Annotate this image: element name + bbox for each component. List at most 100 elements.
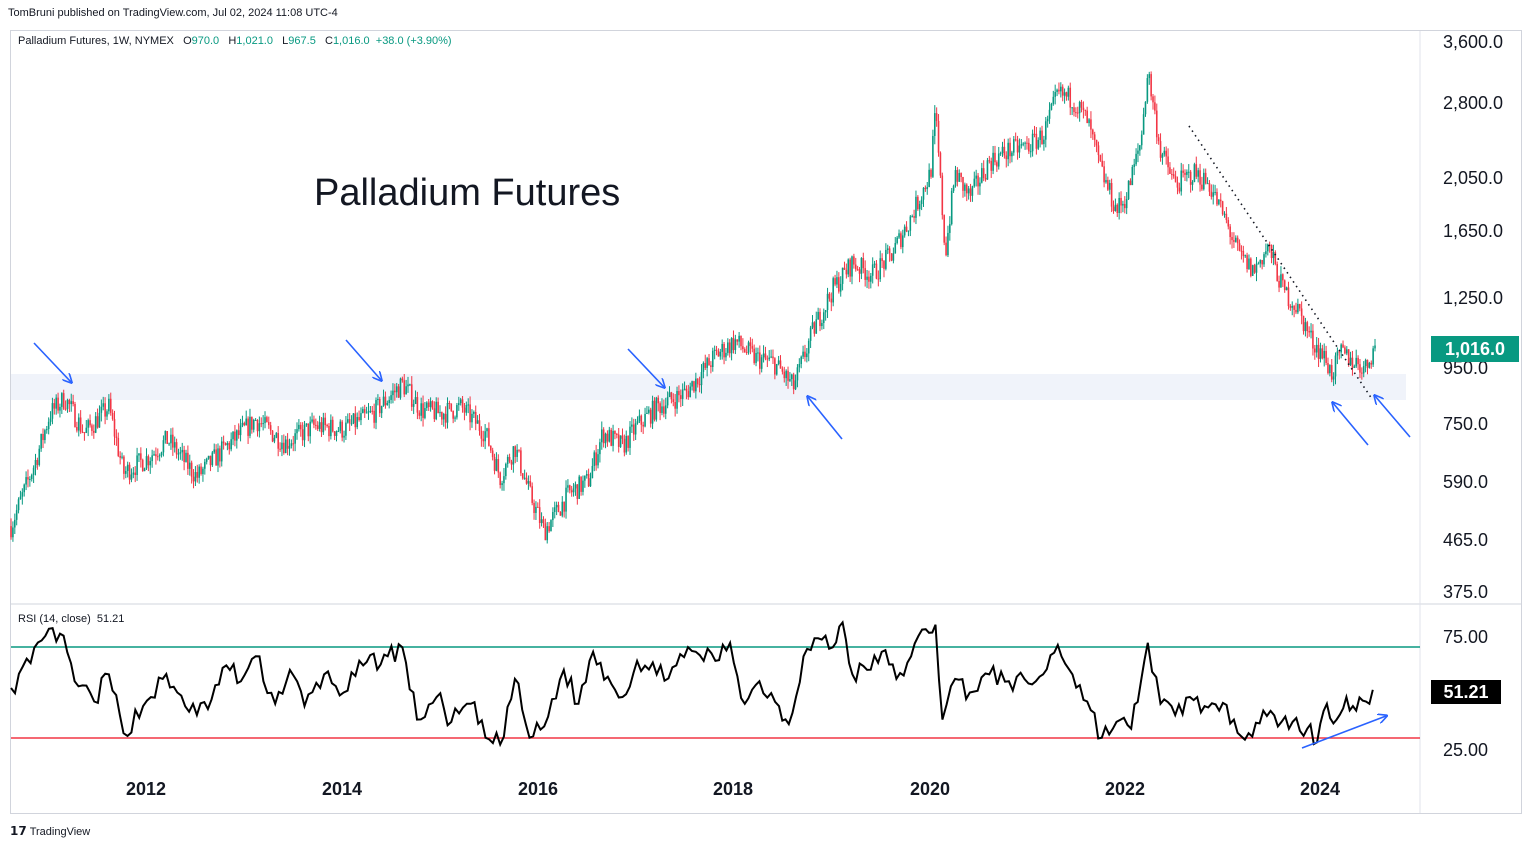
candle-down (317, 425, 319, 429)
candle-up (847, 259, 849, 274)
candle-up (1128, 181, 1130, 199)
candle-down (917, 197, 919, 209)
candle-down (1084, 110, 1086, 111)
candle-up (390, 395, 392, 400)
candle-up (1132, 167, 1134, 185)
candle-down (936, 113, 938, 121)
candle-down (751, 346, 753, 349)
candle-up (1180, 171, 1182, 192)
candle-up (1049, 110, 1051, 119)
candle-down (341, 422, 343, 438)
candle-up (1147, 78, 1149, 102)
candle-up (121, 457, 123, 458)
candle-up (78, 417, 80, 430)
candle-down (449, 403, 451, 404)
candle-up (840, 284, 842, 292)
candle-up (684, 389, 686, 390)
candle-up (639, 416, 641, 422)
candle-up (29, 479, 31, 480)
candle-down (93, 431, 95, 433)
candle-up (689, 387, 691, 398)
candle-down (84, 432, 86, 433)
candle-down (492, 450, 494, 457)
candle-up (565, 488, 567, 512)
candle-down (804, 352, 806, 357)
candle-up (294, 433, 296, 443)
candle-down (260, 423, 262, 424)
y-tick-label: 2,050.0 (1443, 168, 1503, 189)
candle-up (306, 424, 308, 425)
candle-up (1273, 252, 1275, 258)
candle-down (957, 170, 959, 182)
candle-up (170, 435, 172, 444)
candle-up (1032, 134, 1034, 151)
candle-down (257, 420, 259, 431)
candle-up (304, 425, 306, 440)
candle-down (736, 339, 738, 341)
candle-up (356, 417, 358, 427)
candle-up (281, 443, 283, 450)
footer-brand[interactable]: 𝟭𝟳 TradingView (10, 824, 90, 838)
candle-down (889, 248, 891, 253)
candle-up (1320, 348, 1322, 359)
candle-up (212, 452, 214, 465)
candle-up (902, 235, 904, 247)
candle-up (898, 233, 900, 237)
candle-down (1175, 176, 1177, 182)
candle-up (586, 474, 588, 476)
candle-up (851, 256, 853, 276)
candle-up (353, 413, 355, 423)
candle-up (249, 417, 251, 436)
candle-down (1017, 140, 1019, 153)
candle-down (680, 395, 682, 399)
candle-down (704, 363, 706, 368)
candle-up (1207, 183, 1209, 184)
candle-up (567, 485, 569, 487)
candle-up (213, 449, 215, 452)
candle-up (473, 412, 475, 414)
candle-down (960, 173, 962, 177)
candle-down (699, 384, 701, 385)
candle-up (695, 379, 697, 392)
candle-down (1293, 306, 1295, 310)
candle-up (50, 419, 52, 422)
candle-up (1109, 183, 1111, 190)
candle-up (101, 407, 103, 413)
candle-up (1355, 358, 1357, 367)
candle-down (1241, 251, 1243, 252)
rsi-value: 51.21 (97, 613, 125, 625)
candle-up (648, 410, 650, 413)
candle-up (582, 481, 584, 492)
candle-up (377, 399, 379, 400)
candle-up (259, 423, 261, 431)
candle-down (166, 431, 168, 444)
candle-down (1271, 245, 1273, 258)
candle-down (10, 526, 12, 537)
candle-down (432, 401, 434, 408)
candle-up (770, 357, 772, 358)
candle-down (966, 185, 968, 194)
candle-up (725, 353, 727, 357)
candle-down (402, 378, 404, 380)
candle-down (595, 452, 597, 465)
candle-up (1248, 259, 1250, 269)
candle-down (193, 477, 195, 482)
candle-down (481, 431, 483, 439)
candle-up (836, 277, 838, 284)
candle-up (400, 378, 402, 397)
candle-up (1021, 144, 1023, 145)
candle-down (793, 374, 795, 389)
candle-down (172, 435, 174, 448)
candle-down (650, 410, 652, 424)
candle-up (646, 413, 648, 414)
candle-down (829, 294, 831, 299)
candle-down (740, 336, 742, 346)
candle-down (69, 400, 71, 404)
candle-up (230, 439, 232, 449)
candle-down (1116, 205, 1118, 213)
candle-up (285, 439, 287, 453)
candle-down (434, 408, 436, 419)
candle-down (819, 312, 821, 326)
candle-up (40, 434, 42, 449)
